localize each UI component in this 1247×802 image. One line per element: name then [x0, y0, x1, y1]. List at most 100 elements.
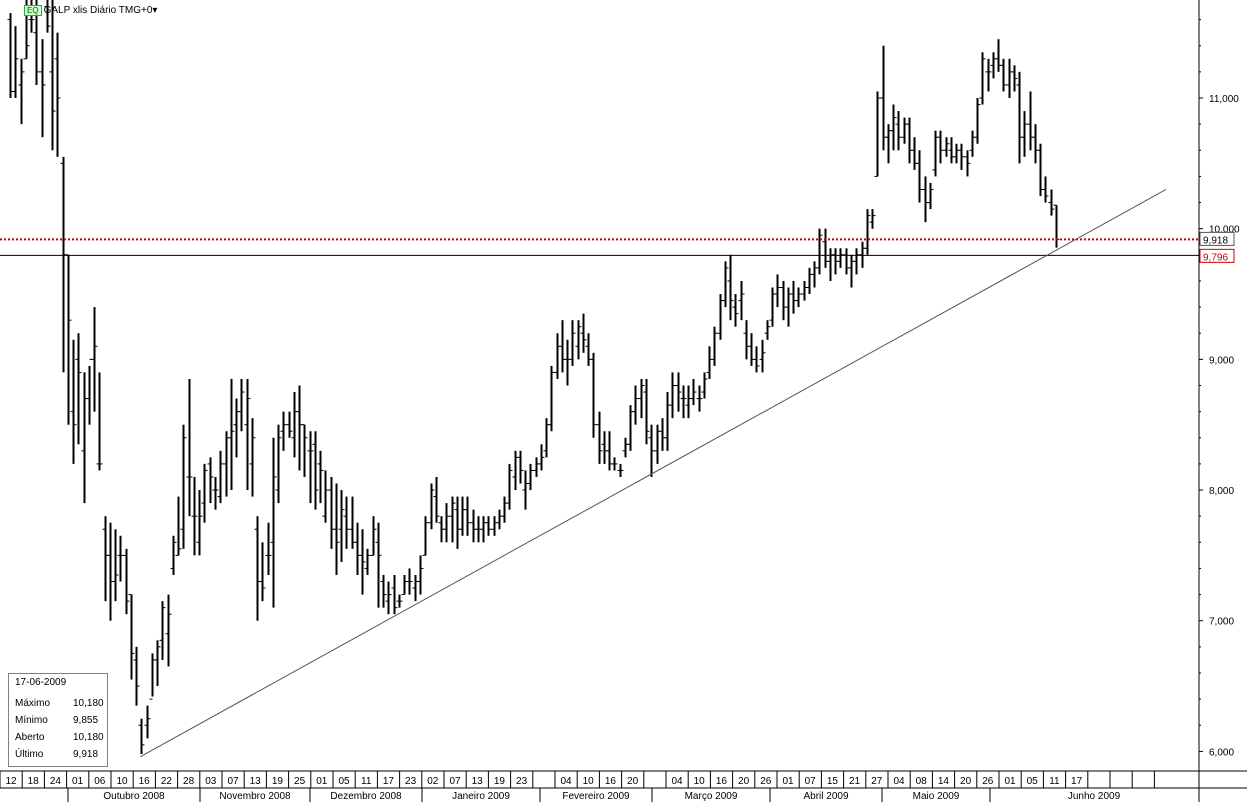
info-value: 9,855 — [73, 715, 99, 726]
ohlc-bar — [675, 372, 682, 412]
date-tick-label: 17 — [1071, 776, 1083, 787]
month-label: Fevereiro 2009 — [562, 791, 630, 802]
date-tick-label: 06 — [94, 776, 106, 787]
month-label: Outubro 2008 — [103, 791, 165, 802]
ohlc-bar — [117, 535, 124, 582]
ohlc-bar — [958, 143, 965, 170]
ohlc-bar — [575, 320, 582, 360]
reference-lines — [0, 189, 1199, 758]
date-tick-label: 04 — [671, 776, 683, 787]
ohlc-bar — [201, 463, 208, 523]
ohlc-bar — [449, 496, 456, 543]
ohlc-bar — [774, 274, 781, 308]
ohlc-bar — [364, 548, 371, 575]
ohlc-bar — [65, 254, 72, 425]
ohlc-bar — [154, 640, 161, 687]
ohlc-bar — [207, 457, 214, 504]
ohlc-bar — [165, 594, 172, 667]
ohlc-bar — [548, 365, 555, 432]
ohlc-bar — [753, 346, 760, 373]
ohlc-bar — [964, 150, 971, 177]
chart-title[interactable]: EQ GALP xlis Diário TMG+0 ▾ — [24, 4, 157, 17]
date-tick-label: 24 — [50, 776, 62, 787]
info-label: Máximo — [15, 698, 51, 709]
price-tick-label: 10,000 — [1209, 225, 1240, 236]
support-price-box — [1199, 248, 1235, 263]
ohlc-bar — [985, 58, 992, 92]
support-price-value: 9,796 — [1203, 252, 1228, 263]
ohlc-bar — [596, 411, 603, 464]
ohlc-bar — [648, 424, 655, 477]
date-tick-label: 11 — [1049, 776, 1060, 787]
info-date: 17-06-2009 — [15, 677, 67, 688]
date-tick-label: 10 — [583, 776, 595, 787]
ohlc-bar — [732, 294, 739, 327]
date-tick-label: 23 — [405, 776, 417, 787]
ohlc-bar — [322, 470, 329, 523]
date-tick-label: 26 — [760, 776, 772, 787]
ohlc-bar — [44, 0, 51, 33]
ohlc-bar — [265, 522, 272, 575]
ohlc-bar — [380, 574, 387, 608]
ohlc-bar — [943, 137, 950, 157]
ohlc-bar — [301, 424, 308, 477]
ohlc-bar — [590, 352, 597, 438]
ohlc-bar — [869, 209, 876, 229]
symbol-label[interactable]: GALP xlis Diário TMG+0 — [43, 5, 153, 16]
date-tick-label: 07 — [449, 776, 461, 787]
ohlc-bar — [128, 594, 135, 680]
dropdown-icon[interactable]: ▾ — [152, 5, 158, 16]
date-tick-label: 13 — [472, 776, 484, 787]
ohlc-bar — [696, 385, 703, 412]
ohlc-bar — [317, 450, 324, 504]
ohlc-bar — [611, 457, 618, 471]
ohlc-bar — [18, 58, 25, 125]
ohlc-bar — [91, 307, 98, 412]
date-tick-label: 20 — [627, 776, 639, 787]
ohlc-bar — [186, 378, 193, 517]
ohlc-bar — [112, 529, 119, 602]
ohlc-bar — [12, 26, 19, 99]
instrument-badge: EQ — [24, 5, 42, 16]
date-tick-label: 08 — [916, 776, 928, 787]
ohlc-bar — [49, 0, 56, 151]
ohlc-bar — [433, 476, 440, 523]
month-label: Janeiro 2009 — [452, 791, 510, 802]
ohlc-bar — [690, 378, 697, 406]
ohlc-bar — [123, 548, 130, 615]
ohlc-bar — [259, 542, 266, 602]
ohlc-bar — [343, 496, 350, 549]
date-tick-label: 22 — [161, 776, 173, 787]
ohlc-bar — [890, 104, 897, 151]
ohlc-bar — [370, 516, 377, 556]
date-tick-label: 18 — [28, 776, 40, 787]
ohlc-bar — [580, 313, 587, 353]
ohlc-info-box: 17-06-2009 Máximo 10,180 Mínimo 9,855 Ab… — [8, 673, 108, 767]
price-tick-label: 9,000 — [1209, 355, 1234, 366]
info-label: Último — [15, 749, 44, 760]
month-label: Junho 2009 — [1068, 791, 1121, 802]
ohlc-bar — [385, 581, 392, 615]
date-tick-label: 28 — [183, 776, 195, 787]
ohlc-bar — [680, 385, 687, 419]
price-tick-label: 11,000 — [1209, 94, 1239, 105]
date-tick-label: 11 — [361, 776, 372, 787]
ohlc-bar — [538, 444, 545, 471]
ohlc-bar — [191, 476, 198, 556]
ohlc-bar — [54, 32, 61, 157]
date-tick-label: 14 — [938, 776, 950, 787]
trendline[interactable] — [140, 189, 1167, 758]
ohlc-bar — [96, 372, 103, 471]
ohlc-bar — [228, 378, 235, 491]
date-axis[interactable]: 12 18 24 01 06 10 16 22 28 03 07 13 19 25 01 05 11 17 23 02… — [0, 771, 1247, 802]
ohlc-bar — [307, 431, 314, 504]
date-tick-label: 25 — [294, 776, 306, 787]
ohlc-bar — [75, 333, 82, 445]
date-tick-label: 26 — [982, 776, 994, 787]
ohlc-bar — [180, 424, 187, 549]
ohlc-bar — [428, 483, 435, 530]
ohlc-bar — [249, 418, 256, 497]
